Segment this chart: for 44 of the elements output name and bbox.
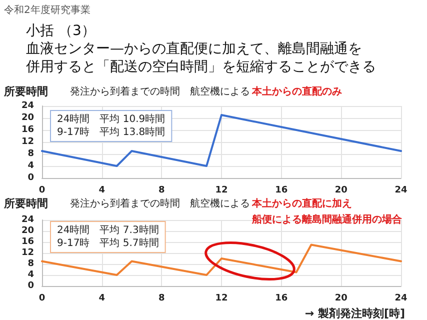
x-tick-label: 16 [275, 186, 288, 196]
y-tick-label: 24 [21, 101, 34, 111]
x-tick-label: 0 [38, 186, 46, 196]
y-axis-title: 所要時間 [3, 197, 48, 210]
annotation: 24時間 平均 7.3時間 [57, 224, 159, 236]
x-tick-label: 20 [334, 186, 348, 196]
x-tick-label: 16 [275, 294, 288, 304]
x-tick-label: 4 [98, 294, 105, 304]
chart-subtitle: 本土からの直配に加え [251, 198, 352, 210]
x-tick-label: 4 [98, 186, 105, 196]
x-tick-label: 20 [334, 294, 348, 304]
x-tick-label: 12 [215, 186, 228, 196]
y-tick-label: 4 [28, 270, 34, 280]
y-tick-label: 0 [28, 281, 34, 291]
text: 令和2年度研究事業 [4, 4, 90, 17]
chart-subtitle: 本土からの直配のみ [251, 86, 342, 98]
y-tick-label: 4 [28, 161, 34, 171]
text: 血液センター—からの直配便に加えて、離島間融通を [26, 40, 363, 58]
y-tick-label: 8 [28, 149, 34, 159]
y-tick-label: 20 [21, 113, 34, 123]
x-tick-label: 24 [394, 294, 408, 304]
y-tick-label: 16 [21, 237, 34, 247]
y-tick-label: 8 [28, 259, 34, 269]
x-tick-label: 24 [394, 186, 408, 196]
annotation: 9-17時 平均 5.7時間 [57, 237, 159, 249]
y-axis-title: 所要時間 [3, 85, 48, 98]
y-tick-label: 12 [21, 248, 34, 258]
text: 小括 （3） [26, 22, 96, 40]
x-tick-label: 8 [158, 294, 165, 304]
x-axis-title: → 製剤発注時刻[時] [304, 307, 406, 320]
y-tick-label: 24 [21, 215, 34, 225]
annotation: 24時間 平均 10.9時間 [57, 113, 166, 125]
y-tick-label: 0 [28, 173, 34, 183]
annotation: 9-17時 平均 13.8時間 [57, 126, 166, 138]
annotation: 船便による離島間融通併用の場合 [251, 214, 403, 226]
y-tick-label: 12 [21, 137, 34, 147]
text: 併用すると「配送の空白時間」を短縮することができる [26, 58, 376, 76]
y-tick-label: 20 [21, 226, 34, 236]
chart-title: 発注から到着までの時間 航空機による [70, 86, 250, 98]
x-tick-label: 8 [158, 186, 165, 196]
x-tick-label: 0 [38, 294, 46, 304]
y-tick-label: 16 [21, 125, 34, 135]
x-tick-label: 12 [215, 294, 228, 304]
chart-title: 発注から到着までの時間 航空機による [70, 198, 250, 210]
